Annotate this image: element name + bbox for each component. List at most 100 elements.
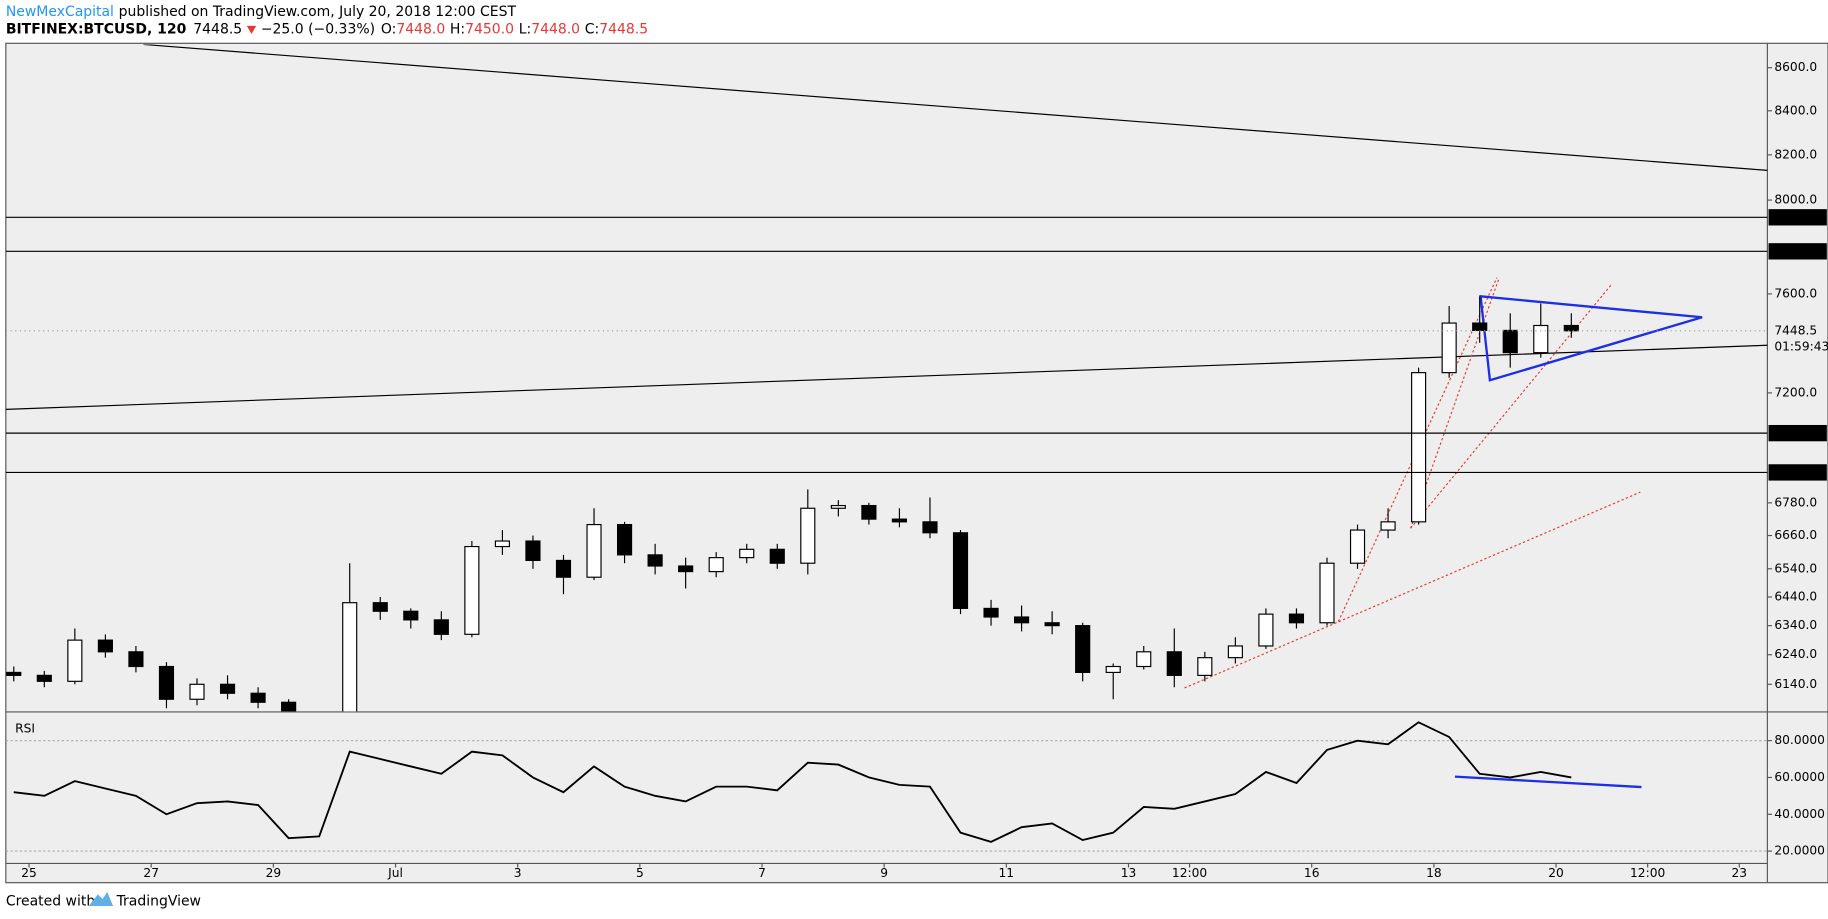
trendline [143, 44, 1768, 171]
y-tick-label: 6540.0 [1774, 561, 1817, 575]
x-tick-label: 5 [636, 866, 644, 880]
x-tick-label: 18 [1426, 866, 1442, 880]
chart-frame [5, 42, 1828, 884]
level-label: 7779.0 [1772, 244, 1819, 258]
candle-body [739, 548, 755, 559]
candle-body [1044, 622, 1060, 627]
x-tick-label: Jul [387, 866, 403, 880]
candle-body [891, 518, 908, 523]
x-tick-label: 13 [1121, 866, 1137, 880]
x-tick-label: 16 [1304, 866, 1320, 880]
level-label: 7043.3 [1772, 426, 1819, 440]
candle-body [1319, 562, 1335, 624]
last: 7448.5 [193, 21, 242, 37]
rsi-trendline [1454, 775, 1642, 789]
candle-body [1502, 329, 1518, 354]
logo [88, 892, 114, 907]
countdown: 01:59:43 [1774, 340, 1828, 354]
x-tick-label: 25 [21, 866, 37, 880]
y-tick-label: 6140.0 [1774, 677, 1817, 691]
footer-created: Created with [6, 893, 95, 909]
candle-body [433, 619, 449, 635]
published: published on TradingView.com, July 20, 2… [119, 4, 517, 20]
candle-body [219, 683, 236, 694]
candle-body [1349, 529, 1366, 564]
candle-body [861, 504, 877, 520]
candle-body [708, 557, 724, 573]
close-value: 7448.5 [599, 21, 648, 37]
candle-body [158, 665, 175, 700]
rsi-pane [5, 721, 1768, 852]
candle-body [1441, 322, 1457, 374]
last-price-label: 7448.5 [1774, 323, 1817, 337]
candle-body [1166, 651, 1182, 676]
candle-body [1197, 657, 1213, 676]
low-label: L: [519, 21, 532, 37]
candle-body [555, 559, 572, 578]
candle-body [464, 545, 480, 635]
price-pane [5, 44, 1768, 712]
high-value: 7450.0 [465, 21, 514, 37]
candle-body [6, 671, 22, 676]
symbol-line: BITFINEX:BTCUSD, 120 7448.5 −25.0 (−0.33%)… [6, 21, 648, 37]
candle-body [97, 639, 113, 653]
candle-body [1380, 521, 1396, 531]
candle-body [983, 607, 999, 618]
candle-body [922, 521, 938, 534]
candle-body [1227, 645, 1243, 659]
candle-body [952, 532, 969, 609]
x-tick-label: 3 [514, 866, 522, 880]
candle-body [1411, 372, 1427, 523]
rsi-line [13, 721, 1572, 843]
y-tick-label: 6780.0 [1774, 495, 1817, 509]
candle-body [1288, 613, 1305, 624]
footer-brand[interactable]: TradingView [116, 893, 201, 909]
candle-body [372, 602, 388, 612]
candle-body [189, 683, 205, 700]
candle-body [342, 602, 358, 712]
y-tick-label: 60.0000 [1774, 770, 1825, 784]
y-tick-label: 8000.0 [1774, 193, 1817, 207]
triangle-pattern [1479, 294, 1703, 382]
y-tick-label: 40.0000 [1774, 807, 1825, 821]
y-tick-label: 6660.0 [1774, 528, 1817, 542]
x-tick-label: 9 [880, 866, 888, 880]
x-tick-label: 12:00 [1630, 866, 1665, 880]
level-label: 6893.7 [1772, 466, 1819, 480]
candle-body [1472, 322, 1488, 331]
header-line: NewMexCapital published on TradingView.co… [6, 4, 517, 20]
level-label-bg [1768, 464, 1827, 481]
candle-body [1105, 665, 1121, 673]
candle-body [494, 540, 510, 548]
open-label: O: [381, 21, 396, 37]
y-tick-label: 8400.0 [1774, 103, 1817, 117]
level-label-bg [1768, 243, 1827, 260]
y-tick-label: 7200.0 [1774, 385, 1817, 399]
level-label-bg [1768, 424, 1827, 442]
candle-body [250, 692, 266, 703]
candle-body [616, 523, 633, 556]
open-value: 7448.0 [396, 21, 445, 37]
candle-body [1563, 324, 1579, 332]
author[interactable]: NewMexCapital [6, 4, 114, 20]
candle-body [1258, 613, 1274, 647]
candle-body [769, 548, 785, 564]
x-tick-label: 12:00 [1172, 866, 1207, 880]
x-tick-label: 23 [1731, 866, 1747, 880]
candle-body [36, 674, 52, 682]
level-label: 7925.0 [1772, 210, 1819, 224]
y-tick-label: 8200.0 [1774, 147, 1817, 161]
level-label-bg [1768, 209, 1827, 226]
candle-body [1075, 625, 1091, 673]
x-tick-label: 7 [758, 866, 766, 880]
candle-body [1014, 616, 1030, 624]
y-tick-label: 80.0000 [1774, 733, 1825, 747]
y-tick-label: 6240.0 [1774, 647, 1817, 661]
y-tick-label: 6340.0 [1774, 618, 1817, 632]
fan-line [1184, 491, 1641, 689]
y-tick-label: 20.0000 [1774, 844, 1825, 858]
trendline [5, 344, 1768, 410]
symbol: BITFINEX:BTCUSD, 120 [6, 21, 187, 37]
candle-body [830, 504, 846, 509]
